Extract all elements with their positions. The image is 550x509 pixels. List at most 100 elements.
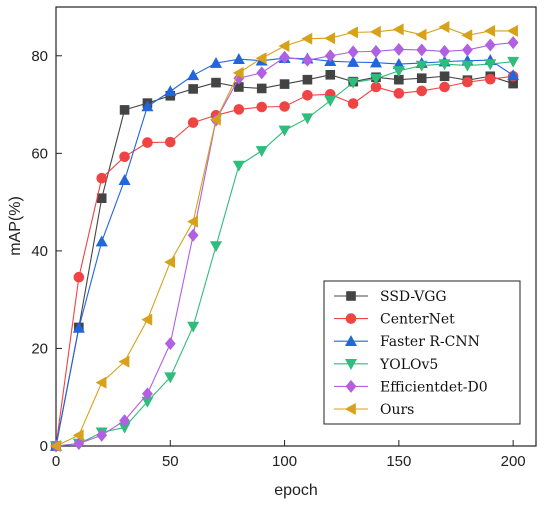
data-point-1-6 <box>187 117 199 128</box>
data-point-1-2 <box>96 172 108 184</box>
data-point-3-12 <box>324 95 337 107</box>
legend-marker-3 <box>344 358 358 370</box>
data-point-5-2 <box>95 376 107 389</box>
plot-frame <box>55 6 537 447</box>
data-point-3-15 <box>392 66 405 78</box>
data-point-5-9 <box>255 52 267 65</box>
data-point-4-19 <box>484 38 496 52</box>
data-point-4-15 <box>393 42 405 56</box>
data-point-1-5 <box>164 136 176 148</box>
data-point-1-18 <box>462 76 473 88</box>
data-point-3-6 <box>187 321 200 333</box>
legend-marker-5 <box>344 402 356 416</box>
data-point-4-9 <box>256 66 268 80</box>
data-point-3-13 <box>347 77 360 89</box>
data-point-4-11 <box>302 53 313 67</box>
data-point-0-9 <box>256 83 267 94</box>
y-axis-title: mAP(%) <box>7 196 24 256</box>
data-point-0-2 <box>96 193 107 204</box>
legend-marker-0 <box>346 291 356 301</box>
data-point-5-1 <box>72 429 84 442</box>
data-point-3-9 <box>255 146 268 158</box>
data-point-3-17 <box>438 59 451 71</box>
data-point-3-11 <box>301 113 314 125</box>
x-tick-label-4: 200 <box>501 453 526 470</box>
data-point-5-13 <box>347 26 358 39</box>
x-tick-label-3: 150 <box>386 453 411 470</box>
data-point-3-19 <box>484 59 497 71</box>
legend-label-2: Faster R-CNN <box>380 334 480 350</box>
data-point-5-4 <box>141 313 153 326</box>
legend-label-0: SSD-VGG <box>380 289 447 305</box>
data-point-1-4 <box>142 137 153 148</box>
data-point-5-19 <box>484 24 496 37</box>
y-tick-label-2: 40 <box>31 243 48 260</box>
x-axis-title: epoch <box>274 482 318 499</box>
data-point-1-15 <box>393 88 405 99</box>
data-point-5-10 <box>278 40 290 53</box>
data-point-1-19 <box>484 73 496 85</box>
data-point-4-10 <box>279 50 290 64</box>
legend-label-1: CenterNet <box>380 312 455 328</box>
data-point-5-3 <box>118 355 130 368</box>
data-point-4-3 <box>119 414 130 428</box>
data-point-4-20 <box>507 36 519 50</box>
data-point-2-3 <box>118 174 131 185</box>
data-point-2-8 <box>232 53 245 64</box>
data-point-5-20 <box>507 24 518 37</box>
data-point-1-13 <box>347 98 359 109</box>
series-5 <box>49 20 518 453</box>
data-point-2-7 <box>209 56 223 68</box>
data-point-3-14 <box>369 73 383 85</box>
legend-marker-4 <box>345 379 357 393</box>
data-point-0-6 <box>188 84 198 94</box>
data-point-2-4 <box>141 100 154 112</box>
data-point-4-5 <box>164 337 176 351</box>
data-point-0-16 <box>416 73 427 84</box>
data-point-4-2 <box>96 428 108 442</box>
data-point-0-17 <box>439 71 450 82</box>
legend-box <box>323 280 521 425</box>
data-point-0-3 <box>119 105 130 115</box>
data-point-1-9 <box>256 101 268 113</box>
data-point-1-17 <box>439 81 450 93</box>
data-point-2-2 <box>95 235 108 247</box>
data-point-3-18 <box>461 60 474 72</box>
data-point-0-10 <box>279 79 290 89</box>
data-point-2-1 <box>72 321 85 333</box>
data-point-3-16 <box>415 60 428 72</box>
data-point-5-17 <box>438 20 450 34</box>
data-point-3-8 <box>232 160 245 172</box>
data-point-5-7 <box>209 113 221 126</box>
data-point-5-0 <box>49 439 61 453</box>
data-point-5-18 <box>461 29 473 42</box>
data-point-0-12 <box>325 70 336 80</box>
data-point-4-14 <box>370 44 382 58</box>
x-tick-label-2: 100 <box>272 453 297 470</box>
data-point-1-16 <box>416 85 428 97</box>
data-point-2-20 <box>507 69 520 81</box>
data-point-2-5 <box>164 85 177 97</box>
data-point-4-4 <box>142 387 153 401</box>
legend: SSD-VGG CenterNet Faster R-CNN YOLOv5 Effici… <box>323 280 521 425</box>
data-point-5-14 <box>369 25 381 38</box>
data-point-0-7 <box>211 77 221 88</box>
x-tick-label-1: 50 <box>162 453 179 470</box>
data-point-5-6 <box>187 215 198 228</box>
data-point-1-11 <box>302 89 313 101</box>
y-tick-label-4: 80 <box>31 48 48 65</box>
data-point-0-11 <box>302 74 313 85</box>
data-point-1-8 <box>233 104 245 115</box>
legend-marker-2 <box>344 335 358 347</box>
data-point-4-17 <box>439 44 450 58</box>
data-point-4-18 <box>462 43 473 57</box>
y-tick-label-1: 20 <box>31 340 48 357</box>
data-point-5-16 <box>415 28 427 41</box>
series-layer <box>49 20 520 453</box>
data-point-5-5 <box>164 256 176 269</box>
data-point-2-13 <box>347 55 360 67</box>
data-point-2-6 <box>187 69 200 81</box>
legend-marker-1 <box>345 313 357 324</box>
